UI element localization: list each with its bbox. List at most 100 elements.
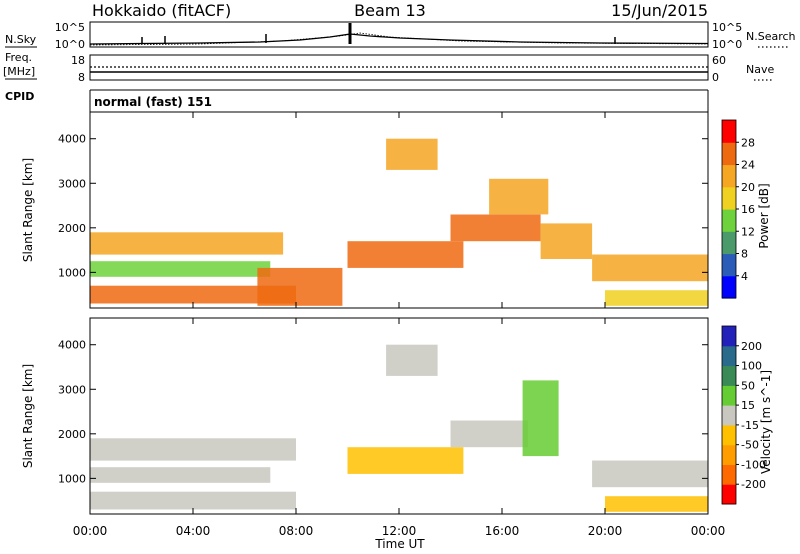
data-band-2 xyxy=(90,261,271,277)
data-band-6 xyxy=(522,380,559,457)
data-band-5 xyxy=(450,420,528,448)
colorbar-tick-label: 4 xyxy=(741,270,748,283)
colorbar-swatch xyxy=(722,326,736,347)
cpid-label: CPID xyxy=(5,90,34,103)
data-band-9 xyxy=(540,223,593,259)
colorbar-tick-label: 100 xyxy=(741,360,762,373)
colorbar-swatch xyxy=(722,444,736,465)
colorbar-tick-label: 15 xyxy=(741,399,755,412)
colorbar-swatch xyxy=(722,464,736,485)
power-colorbar: 4 8 12 16 20 24 28 xyxy=(721,119,755,299)
data-band-5 xyxy=(347,241,464,268)
nsky-left-tick-bottom: 10^0 xyxy=(55,38,85,51)
data-band-1 xyxy=(90,438,296,461)
colorbar-tick-label: -15 xyxy=(741,419,759,432)
y-tick-label: 2000 xyxy=(58,222,86,235)
freq-left-tick-top: 18 xyxy=(71,54,85,67)
colorbar-tick-label: 200 xyxy=(741,340,762,353)
colorbar-tick-label: 28 xyxy=(741,136,755,149)
beam-title: Beam 13 xyxy=(354,1,426,20)
date-title: 15/Jun/2015 xyxy=(611,1,708,20)
station-title: Hokkaido (fitACF) xyxy=(92,1,231,20)
colorbar-tick-label: 12 xyxy=(741,225,755,238)
nsky-panel: N.Sky 10^5 10^0 10^5 10^0 N.Search xyxy=(5,21,796,51)
colorbar-frame xyxy=(721,325,737,505)
colorbar-swatch xyxy=(722,385,736,406)
colorbar-swatch xyxy=(722,275,736,299)
nsky-frame xyxy=(89,21,709,48)
colorbar-tick-label: 24 xyxy=(741,159,755,172)
data-band-7 xyxy=(386,344,438,376)
data-band-7 xyxy=(386,138,438,170)
data-band-11 xyxy=(605,290,708,306)
velocity-colorbar: -200 -100 -50 -15 15 50 100 200 xyxy=(721,325,766,505)
colorbar-tick-label: -100 xyxy=(741,458,766,471)
freq-panel: Freq. [MHz] 18 8 60 0 Nave xyxy=(3,51,774,84)
freq-label: Freq. xyxy=(5,51,32,64)
colorbar-swatch xyxy=(722,405,736,426)
power-y-axis: 1000 2000 3000 4000 xyxy=(58,133,708,279)
x-axis-label: Time UT xyxy=(374,537,425,551)
freq-unit-label: [MHz] xyxy=(3,65,35,78)
colorbar-swatch xyxy=(722,164,736,188)
nsearch-trace xyxy=(89,32,709,46)
cpid-panel: CPID normal (fast) 151 xyxy=(5,89,709,112)
freq-left-tick-bottom: 8 xyxy=(78,71,85,84)
velocity-data-bands xyxy=(90,344,708,512)
nsky-right-tick-bottom: 10^0 xyxy=(712,38,742,51)
y-tick-label: 2000 xyxy=(58,428,86,441)
x-tick-label: 04:00 xyxy=(176,524,211,538)
velocity-panel: 1000 2000 3000 4000 Slant Range [km] -200 -1… xyxy=(21,317,773,515)
x-tick-label: 08:00 xyxy=(279,524,314,538)
colorbar-swatch xyxy=(722,186,736,210)
data-band-8 xyxy=(592,460,708,488)
data-band-3 xyxy=(90,491,296,510)
x-tick-label: 16:00 xyxy=(485,524,520,538)
colorbar-swatch xyxy=(722,120,736,143)
data-band-10 xyxy=(592,254,708,282)
x-tick-label: 00:00 xyxy=(73,524,108,538)
power-cbar-label: Power [dB] xyxy=(757,183,771,248)
y-tick-label: 3000 xyxy=(58,383,86,396)
x-tick-label: 12:00 xyxy=(382,524,417,538)
colorbar-swatch xyxy=(722,424,736,446)
colorbar-tick-label: 16 xyxy=(741,203,755,216)
colorbar-tick-label: 50 xyxy=(741,379,755,392)
y-tick-label: 4000 xyxy=(58,133,86,146)
nsearch-label: N.Search xyxy=(746,30,796,43)
colorbar-tick-label: 8 xyxy=(741,248,748,261)
data-band-8 xyxy=(489,178,549,215)
x-tick-label: 00:00 xyxy=(691,524,726,538)
velocity-y-axis: 1000 2000 3000 4000 xyxy=(58,339,708,485)
cpid-mode: normal (fast) 151 xyxy=(94,95,212,109)
nsky-left-tick-top: 10^5 xyxy=(55,21,85,34)
colorbar-tick-label: -200 xyxy=(741,478,766,491)
freq-right-tick-bottom: 0 xyxy=(712,71,719,84)
colorbar-tick-label: -50 xyxy=(741,439,759,452)
nave-label: Nave xyxy=(746,63,774,76)
velocity-cbar-label: Velocity [m s^-1] xyxy=(759,370,773,474)
velocity-ylabel: Slant Range [km] xyxy=(21,364,35,468)
nsky-label: N.Sky xyxy=(5,33,37,46)
y-tick-label: 1000 xyxy=(58,472,86,485)
y-tick-label: 1000 xyxy=(58,266,86,279)
data-band-4 xyxy=(257,267,343,306)
data-band-6 xyxy=(450,214,541,242)
colorbar-swatch xyxy=(722,345,736,367)
nsky-right-tick-top: 10^5 xyxy=(712,21,742,34)
colorbar-swatch xyxy=(722,231,736,255)
colorbar-swatch xyxy=(722,484,736,505)
power-ylabel: Slant Range [km] xyxy=(21,158,35,262)
y-tick-label: 3000 xyxy=(58,177,86,190)
data-band-3 xyxy=(90,285,296,304)
colorbar-swatch xyxy=(722,209,736,232)
freq-right-tick-top: 60 xyxy=(712,54,726,67)
colorbar-tick-label: 20 xyxy=(741,181,755,194)
time-x-axis: 00:00 04:00 08:00 12:00 16:00 20:00 00:00 xyxy=(73,112,726,538)
y-tick-label: 4000 xyxy=(58,339,86,352)
data-band-2 xyxy=(90,467,271,483)
colorbar-swatch xyxy=(722,142,736,166)
colorbar-swatch xyxy=(722,253,736,277)
x-tick-label: 20:00 xyxy=(588,524,623,538)
